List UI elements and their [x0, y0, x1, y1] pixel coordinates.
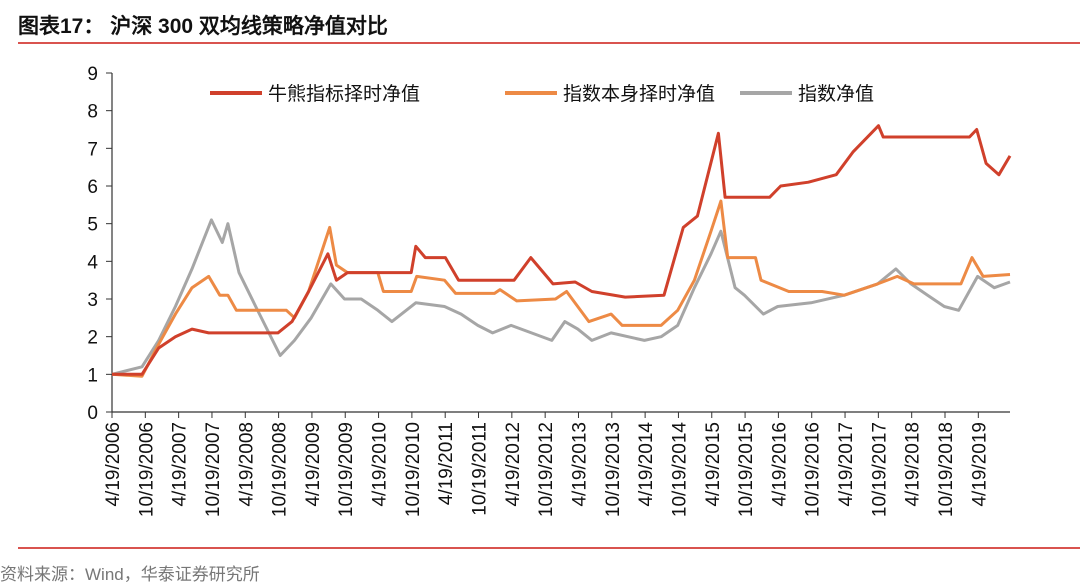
series-line	[111, 218, 1011, 376]
x-tick-label: 10/19/2018	[936, 422, 957, 517]
series-line	[111, 199, 1011, 378]
x-tick-label: 4/19/2011	[436, 422, 457, 505]
x-tick-label: 10/19/2006	[136, 422, 157, 517]
legend-label: 指数本身择时净值	[563, 83, 715, 105]
chart-title: 图表17： 沪深 300 双均线策略净值对比	[18, 15, 388, 38]
y-tick-label: 2	[87, 328, 98, 349]
x-tick-label: 10/19/2010	[403, 422, 424, 517]
y-tick-label: 8	[87, 102, 98, 123]
x-tick-label: 10/19/2016	[803, 422, 824, 517]
x-tick-label: 4/19/2008	[236, 422, 257, 507]
x-tick-label: 4/19/2019	[969, 422, 990, 507]
footer-divider	[18, 547, 1080, 549]
x-tick-label: 4/19/2010	[370, 422, 391, 507]
legend-label: 指数净值	[798, 83, 874, 105]
x-tick-label: 4/19/2014	[636, 422, 657, 507]
source-note: 资料来源：Wind，华泰证券研究所	[0, 565, 260, 584]
x-tick-label: 4/19/2009	[303, 422, 324, 507]
x-tick-label: 10/19/2014	[669, 422, 690, 518]
y-tick-label: 1	[87, 365, 98, 386]
y-tick-label: 0	[87, 403, 98, 424]
x-tick-label: 10/19/2011	[470, 422, 491, 516]
x-tick-label: 10/19/2015	[736, 422, 757, 517]
x-tick-label: 4/19/2013	[569, 422, 590, 507]
x-tick-label: 10/19/2013	[603, 422, 624, 517]
y-tick-label: 9	[87, 64, 98, 85]
y-tick-label: 6	[87, 177, 98, 198]
x-tick-label: 10/19/2012	[536, 422, 557, 517]
title-divider	[18, 42, 1080, 44]
x-tick-label: 10/19/2017	[869, 422, 890, 517]
y-tick-label: 4	[87, 252, 98, 273]
x-tick-label: 4/19/2018	[903, 422, 924, 507]
series-line	[112, 124, 1012, 376]
x-tick-label: 4/19/2016	[769, 422, 790, 507]
y-tick-label: 3	[87, 290, 98, 311]
legend-label: 牛熊指标择时净值	[268, 83, 420, 105]
y-tick-label: 7	[87, 139, 98, 160]
x-tick-label: 10/19/2009	[336, 422, 357, 517]
x-tick-label: 4/19/2006	[103, 422, 124, 507]
x-tick-label: 4/19/2012	[503, 422, 524, 507]
x-tick-label: 4/19/2007	[170, 422, 191, 507]
x-tick-label: 10/19/2008	[270, 422, 291, 517]
x-tick-label: 4/19/2015	[703, 422, 724, 507]
y-tick-label: 5	[87, 215, 98, 236]
x-tick-label: 10/19/2007	[203, 422, 224, 517]
x-tick-label: 4/19/2017	[836, 422, 857, 507]
